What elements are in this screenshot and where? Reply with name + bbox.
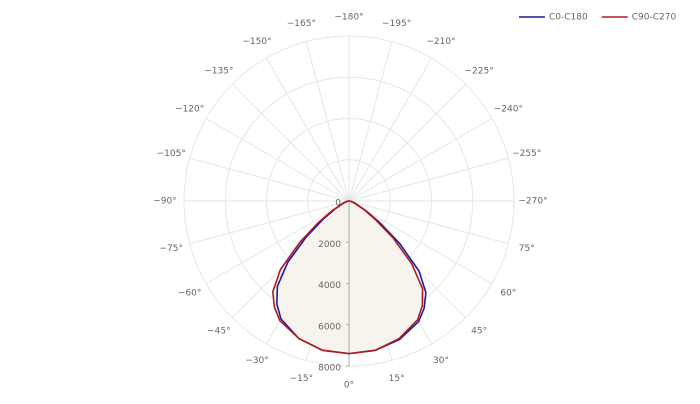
r-tick-label: 8000 [318, 364, 341, 374]
theta-tick-label: −120° [175, 105, 204, 115]
theta-tick-label: −225° [464, 66, 493, 76]
series-line [271, 200, 424, 355]
grid-spoke [231, 83, 350, 202]
grid-spoke [348, 200, 509, 245]
legend-label: C0-C180 [549, 13, 588, 23]
grid-spoke [348, 157, 509, 202]
theta-tick-label: −270° [518, 197, 547, 207]
grid-spoke [266, 57, 350, 202]
theta-tick-label: 0° [344, 381, 354, 391]
legend-label: C90-C270 [632, 13, 677, 23]
grid-spoke [205, 118, 350, 202]
grid-spoke [205, 200, 350, 284]
theta-tick-label: −30° [245, 356, 269, 366]
theta-tick-label: −60° [178, 289, 202, 299]
grid-spoke [189, 157, 350, 202]
r-tick-label: 4000 [318, 281, 341, 291]
grid-spoke [348, 83, 467, 202]
theta-tick-label: −255° [512, 149, 541, 159]
grid-spoke [348, 118, 493, 202]
grid-spoke [189, 200, 350, 245]
theta-tick-label: 45° [471, 327, 487, 337]
grid-spoke [305, 41, 350, 202]
theta-tick-label: −105° [157, 149, 186, 159]
area-fill [272, 201, 423, 354]
r-tick-label: 0 [335, 199, 341, 209]
theta-tick-label: 60° [500, 289, 516, 299]
r-tick-label: 2000 [318, 240, 341, 250]
theta-tick-label: −90° [153, 197, 177, 207]
theta-tick-label: −135° [204, 66, 233, 76]
theta-tick-label: −15° [290, 374, 314, 384]
theta-tick-label: −240° [494, 105, 523, 115]
theta-tick-label: −210° [426, 37, 455, 47]
theta-tick-label: −75° [160, 244, 184, 254]
theta-tick-label: 30° [433, 356, 449, 366]
theta-tick-label: −195° [382, 19, 411, 29]
theta-tick-label: −150° [242, 37, 271, 47]
grid-spoke [348, 57, 432, 202]
theta-tick-label: −165° [287, 19, 316, 29]
grid-spoke [348, 200, 493, 284]
theta-tick-label: −180° [334, 13, 363, 23]
legend: C0-C180 C90-C270 [519, 13, 676, 23]
theta-tick-label: 75° [519, 244, 535, 254]
theta-tick-label: 15° [389, 374, 405, 384]
theta-tick-label: −45° [207, 327, 231, 337]
r-tick-label: 6000 [318, 322, 341, 332]
grid-spoke [348, 41, 393, 202]
